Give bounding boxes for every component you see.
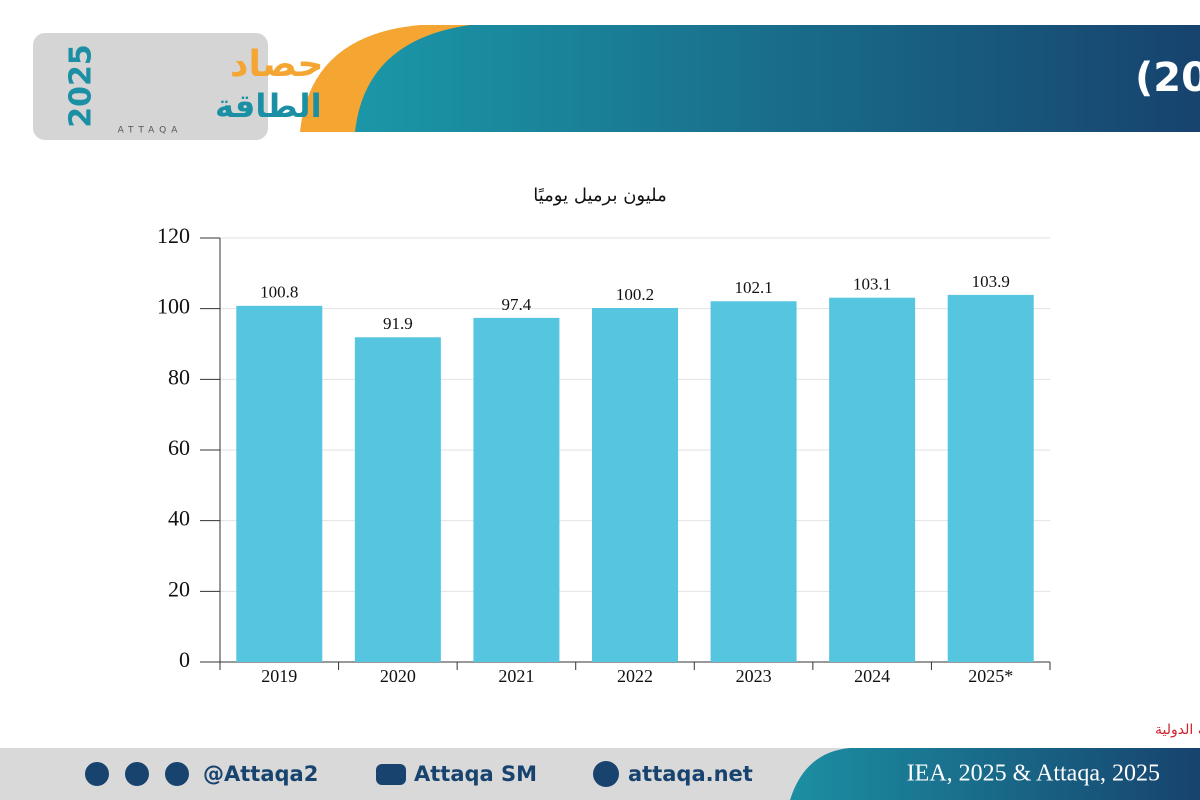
header-banner: [355, 25, 1200, 132]
x-tick-label: 2022: [617, 666, 653, 686]
y-tick-label: 60: [168, 435, 190, 460]
logo-latin: ATTAQA: [118, 126, 183, 136]
note: *تقديرات وكالة الطاقة الدولية: [1155, 722, 1200, 738]
x-tick-label: 2021: [498, 666, 534, 686]
x-tick-label: 2020: [380, 666, 416, 686]
website: attaqa.net: [628, 762, 753, 786]
facebook-icon: [165, 762, 189, 786]
bar: [473, 317, 560, 662]
bar: [947, 294, 1034, 662]
y-tick-label: 100: [157, 294, 190, 319]
value-label: 97.4: [502, 295, 532, 314]
bar: [592, 307, 678, 662]
instagram-icon: [125, 762, 149, 786]
value-label: 103.1: [853, 275, 891, 294]
value-label: 100.8: [260, 283, 298, 302]
x-tick-label: 2025*: [968, 666, 1013, 686]
logo-box: [33, 33, 268, 140]
value-label: 102.1: [734, 278, 772, 297]
y-tick-label: 80: [168, 364, 190, 389]
x-tick-label: 2024: [854, 666, 890, 686]
bar: [710, 301, 797, 662]
unit-label: مليون برميل يوميًا: [533, 185, 667, 206]
youtube-handle: Attaqa SM: [414, 762, 537, 786]
source: IEA, 2025 & Attaqa, 2025: [907, 761, 1160, 787]
y-tick-label: 40: [168, 506, 190, 531]
logo-main: الطاقة: [215, 87, 322, 125]
y-tick-label: 20: [168, 576, 190, 601]
bar: [829, 297, 916, 662]
x-tick-label: 2019: [261, 666, 297, 686]
youtube-icon: [376, 764, 406, 785]
footer-banner: [790, 748, 1200, 800]
logo-year: 2025: [64, 44, 99, 128]
x-tick-label: 2023: [736, 666, 772, 686]
logo-top: حصاد: [230, 44, 323, 85]
y-tick-label: 120: [157, 223, 190, 248]
value-label: 103.9: [972, 272, 1010, 291]
web-icon: [593, 761, 619, 787]
value-label: 100.2: [616, 285, 654, 304]
bar: [236, 305, 323, 662]
bar: [354, 337, 441, 662]
x-icon: [85, 762, 109, 786]
handle: @Attaqa2: [203, 762, 318, 786]
chart-title: الطلب العالمي على النفط (2025-2019): [1135, 55, 1200, 101]
y-tick-label: 0: [179, 647, 190, 672]
value-label: 91.9: [383, 314, 413, 333]
